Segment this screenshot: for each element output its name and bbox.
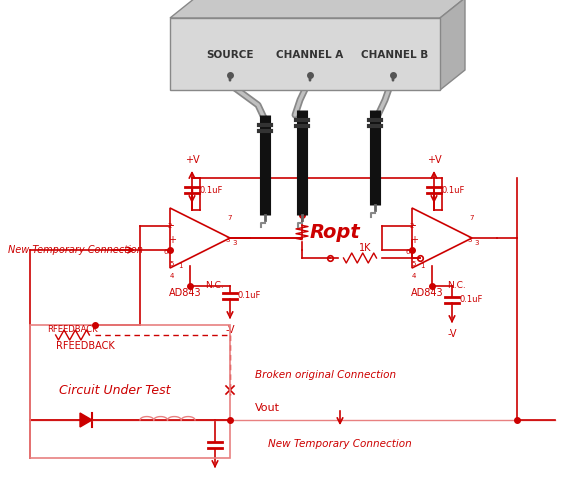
Text: +: + [410, 235, 418, 245]
Polygon shape [170, 0, 465, 18]
Text: 7: 7 [227, 215, 231, 221]
Text: 7: 7 [469, 215, 473, 221]
Text: 3: 3 [225, 237, 230, 243]
Text: Broken original Connection: Broken original Connection [255, 370, 396, 380]
Text: +: + [168, 235, 176, 245]
Text: 1: 1 [178, 263, 182, 269]
Text: New Temporary Connection: New Temporary Connection [8, 245, 143, 255]
Text: 0.1uF: 0.1uF [442, 185, 465, 195]
Text: AD843: AD843 [168, 288, 201, 298]
Text: RFEEDBACK: RFEEDBACK [46, 325, 97, 334]
Text: -V: -V [448, 329, 457, 339]
Text: 6: 6 [163, 249, 168, 255]
Text: 5: 5 [170, 261, 174, 267]
Text: -V: -V [225, 325, 235, 335]
Text: -: - [412, 220, 416, 233]
Polygon shape [80, 413, 92, 427]
Text: AD843: AD843 [411, 288, 444, 298]
Text: 3: 3 [232, 240, 237, 246]
Text: 3: 3 [474, 240, 478, 246]
Text: 6: 6 [406, 249, 410, 255]
Text: 2: 2 [168, 223, 172, 229]
Text: 3: 3 [467, 237, 472, 243]
Text: Circuit Under Test: Circuit Under Test [59, 383, 171, 396]
Text: 1: 1 [420, 263, 424, 269]
Text: 0.1uF: 0.1uF [238, 291, 261, 300]
Text: -: - [170, 220, 174, 233]
Text: 1K: 1K [359, 243, 371, 253]
Text: N.C.: N.C. [205, 281, 223, 290]
Text: +V: +V [185, 155, 199, 165]
Polygon shape [440, 0, 465, 90]
Text: SOURCE: SOURCE [206, 50, 254, 60]
Text: Ropt: Ropt [310, 223, 361, 242]
Bar [170, 18, 440, 90]
Text: New Temporary Connection: New Temporary Connection [268, 439, 412, 449]
Text: 0.1uF: 0.1uF [200, 185, 223, 195]
Text: 0.1uF: 0.1uF [460, 295, 484, 304]
Text: 5: 5 [412, 261, 416, 267]
Text: 4: 4 [412, 273, 416, 279]
Text: RFEEDBACK: RFEEDBACK [56, 341, 115, 351]
Text: Vout: Vout [255, 403, 280, 413]
Text: CHANNEL B: CHANNEL B [362, 50, 429, 60]
Bar [30, 325, 230, 458]
Text: +V: +V [427, 155, 441, 165]
Text: CHANNEL A: CHANNEL A [276, 50, 344, 60]
Text: 2: 2 [410, 223, 414, 229]
Text: 4: 4 [170, 273, 174, 279]
Text: N.C.: N.C. [447, 281, 466, 290]
